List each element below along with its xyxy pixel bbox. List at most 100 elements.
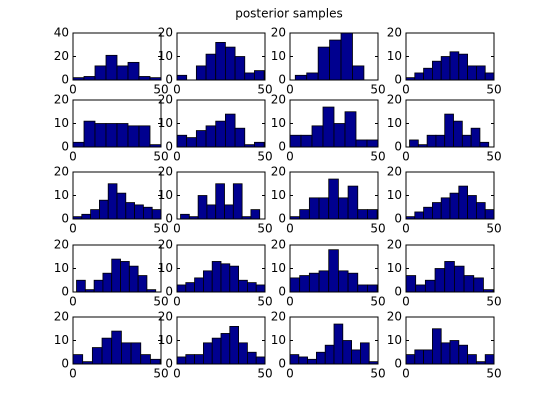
histogram-bar (333, 323, 344, 365)
y-tick-label: 20 (271, 238, 286, 252)
histogram-bar (205, 53, 217, 81)
y-tick-label: 0 (165, 212, 173, 226)
histogram-bar (328, 249, 339, 293)
histogram-bar (409, 139, 419, 148)
x-tick-label: 50 (486, 295, 501, 309)
histogram-bar (254, 70, 265, 81)
histogram-bar (250, 209, 261, 220)
histogram-bar (434, 268, 446, 293)
histogram-bar (224, 204, 234, 220)
histogram-bar (215, 120, 226, 148)
histogram-bar (246, 282, 257, 293)
histogram-bar (367, 209, 378, 220)
histogram-bar (140, 354, 151, 365)
y-tick-label: 20 (54, 310, 69, 324)
subplot: 0 50 0 10 20 (271, 93, 386, 164)
histogram-bar (138, 125, 151, 148)
y-tick-label: 10 (54, 116, 69, 130)
histogram-bar (311, 125, 324, 148)
y-tick-label: 0 (278, 285, 286, 299)
histogram-bar (91, 347, 103, 365)
x-tick-label: 0 (402, 83, 410, 97)
y-tick-label: 0 (394, 357, 402, 371)
x-tick-label: 0 (173, 150, 181, 164)
histogram-bar (366, 139, 379, 148)
histogram-bar (102, 272, 113, 293)
histogram-bar (453, 265, 465, 293)
y-tick-label: 20 (54, 165, 69, 179)
histogram-bar (128, 265, 139, 293)
histogram-bar (151, 209, 162, 220)
histogram-bar (473, 277, 484, 293)
histogram-bar (93, 279, 104, 293)
y-tick-label: 10 (271, 116, 286, 130)
y-tick-label: 10 (387, 261, 402, 275)
histogram-bar (83, 76, 96, 81)
x-tick-label: 0 (402, 222, 410, 236)
histogram-bar (300, 134, 313, 148)
y-tick-label: 0 (394, 212, 402, 226)
histogram-bar (176, 356, 187, 365)
y-tick-label: 20 (158, 93, 173, 107)
y-tick-label: 0 (61, 285, 69, 299)
y-tick-label: 0 (165, 140, 173, 154)
x-tick-label: 0 (173, 83, 181, 97)
histogram-bar (234, 127, 246, 148)
histogram-bar (458, 185, 468, 220)
y-tick-label: 20 (387, 310, 402, 324)
histogram-bar (440, 56, 451, 81)
histogram-bar (289, 134, 302, 148)
subplot: 0 50 0 10 20 (271, 310, 386, 381)
histogram-bar (329, 39, 342, 81)
x-tick-label: 0 (286, 295, 294, 309)
x-tick-label: 0 (173, 295, 181, 309)
y-tick-label: 10 (271, 188, 286, 202)
histogram-bar (318, 270, 330, 293)
histogram-bar (194, 277, 204, 293)
histogram-bar (180, 213, 190, 220)
histogram-bar (467, 65, 477, 81)
histogram-bar (232, 183, 243, 220)
histogram-bar (355, 139, 368, 148)
subplot: 0 50 0 10 20 (54, 93, 169, 164)
histogram-bar (415, 284, 426, 293)
histogram-bar (440, 197, 451, 220)
histogram-bar (254, 141, 265, 148)
y-tick-label: 20 (54, 93, 69, 107)
histogram-bar (99, 199, 109, 220)
subplot: 0 50 0 10 20 (54, 310, 169, 381)
x-tick-label: 50 (370, 367, 385, 381)
histogram-bar (307, 358, 317, 365)
histogram-bar (101, 337, 113, 365)
histogram-bar (298, 356, 308, 365)
histogram-bar (426, 134, 437, 148)
histogram-bar (81, 213, 92, 220)
x-tick-label: 50 (257, 150, 272, 164)
subplot: 0 50 0 10 20 (387, 310, 502, 381)
histogram-bar (461, 134, 472, 148)
subplot: 0 50 0 10 20 (387, 165, 502, 236)
y-tick-label: 40 (54, 26, 69, 40)
y-tick-label: 0 (165, 285, 173, 299)
x-tick-label: 50 (153, 367, 168, 381)
histogram-bar (186, 137, 197, 148)
histogram-bar (125, 202, 136, 220)
histogram-bar (444, 261, 455, 293)
subplot: 0 50 0 10 20 (271, 26, 386, 97)
x-tick-label: 50 (153, 150, 168, 164)
histogram-bar (440, 342, 451, 365)
histogram-bar (238, 279, 248, 293)
y-tick-label: 20 (54, 238, 69, 252)
y-tick-label: 10 (54, 261, 69, 275)
histogram-bar (324, 344, 335, 365)
y-tick-label: 10 (158, 188, 173, 202)
histogram-bar (299, 209, 310, 220)
histogram-bar (211, 261, 222, 293)
x-tick-label: 50 (370, 222, 385, 236)
histogram-bar (458, 344, 468, 365)
subplot: 0 50 0 10 20 (387, 26, 502, 97)
histogram-bar (337, 197, 349, 220)
histogram-bar (453, 120, 463, 148)
histogram-bar (255, 356, 266, 365)
histogram-bar (431, 328, 442, 365)
